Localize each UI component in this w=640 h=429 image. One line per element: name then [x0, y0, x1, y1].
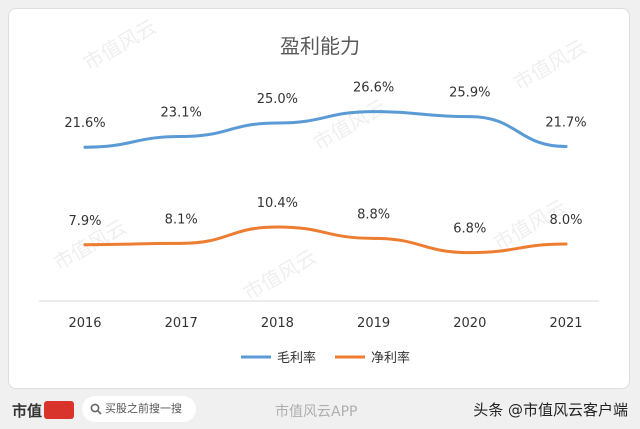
data-point	[468, 115, 472, 119]
data-point	[372, 236, 376, 240]
data-point	[83, 243, 87, 247]
data-point	[83, 145, 87, 149]
data-point	[468, 251, 472, 255]
data-label: 8.1%	[165, 212, 198, 227]
legend-label: 毛利率	[277, 350, 316, 366]
brand-text: 市值	[12, 402, 43, 420]
source-credit: 头条 @市值风云客户端	[473, 401, 628, 419]
data-label: 25.0%	[257, 92, 298, 107]
footer-bar: 市值 买股之前搜一搜 市值风云APP 头条 @市值风云客户端	[0, 389, 640, 429]
x-tick-label: 2020	[453, 316, 486, 331]
x-tick-label: 2018	[261, 316, 294, 331]
legend-label: 净利率	[371, 350, 410, 366]
data-label: 6.8%	[453, 222, 486, 237]
chart-title: 盈利能力	[280, 34, 360, 58]
brand-mark-icon	[44, 401, 75, 419]
chart-card: 市值风云 市值风云 市值风云 市值风云 市值风云 市值风云 盈利能力 2016 20…	[8, 8, 630, 389]
x-tick-label: 2021	[549, 316, 582, 331]
x-tick-label: 2016	[68, 316, 101, 331]
data-point	[275, 121, 279, 125]
search-placeholder: 买股之前搜一搜	[105, 402, 182, 415]
data-point	[564, 242, 568, 246]
data-label: 25.9%	[449, 86, 490, 101]
app-watermark: 市值风云APP	[275, 404, 358, 420]
data-point	[179, 241, 183, 245]
data-label: 23.1%	[161, 106, 202, 121]
series-line-1	[83, 110, 568, 149]
data-point	[179, 135, 183, 139]
data-label: 21.6%	[64, 116, 105, 131]
series-line-2	[83, 225, 568, 255]
data-point	[564, 144, 568, 148]
search-icon	[90, 399, 102, 425]
brand-logo: 市值	[12, 400, 75, 421]
search-box[interactable]: 买股之前搜一搜	[82, 396, 196, 422]
x-tick-label: 2019	[357, 316, 390, 331]
data-label: 26.6%	[353, 81, 394, 96]
x-tick-label: 2017	[165, 316, 198, 331]
data-point	[372, 110, 376, 114]
data-label: 8.0%	[549, 213, 582, 228]
data-label: 10.4%	[257, 196, 298, 211]
data-label: 21.7%	[545, 115, 586, 130]
data-label: 7.9%	[68, 214, 101, 229]
data-point	[275, 225, 279, 229]
data-label: 8.8%	[357, 207, 390, 222]
line-chart: 盈利能力 2016 2017 2018 2019 2020 2021 21.6% 23.1% 25…	[39, 34, 599, 366]
